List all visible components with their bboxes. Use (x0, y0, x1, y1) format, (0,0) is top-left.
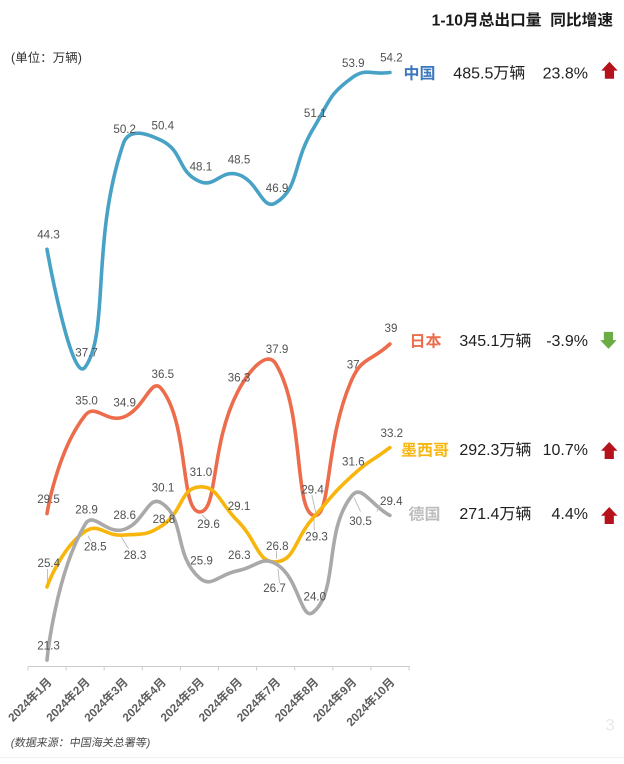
svg-text:-3.9%: -3.9% (546, 333, 588, 350)
svg-text:2024: 2024 (6, 697, 34, 725)
svg-text:23.8%: 23.8% (543, 65, 588, 82)
svg-text:54.2: 54.2 (380, 52, 403, 65)
svg-text:29.3: 29.3 (305, 530, 328, 543)
svg-text:29.5: 29.5 (37, 493, 60, 506)
svg-text:28.3: 28.3 (124, 549, 147, 562)
svg-text:485.5: 485.5 (453, 65, 493, 82)
svg-text:2024: 2024 (311, 697, 339, 725)
svg-text:): ) (145, 737, 151, 749)
svg-text:2024: 2024 (158, 697, 186, 725)
svg-text:271.4: 271.4 (459, 506, 499, 523)
svg-text:(: ( (10, 737, 16, 749)
svg-text:36.5: 36.5 (152, 368, 175, 381)
svg-text:28.6: 28.6 (113, 509, 136, 522)
svg-text:51.1: 51.1 (304, 107, 327, 120)
svg-text:(: ( (11, 51, 16, 65)
svg-text:2024: 2024 (44, 697, 72, 725)
svg-text:46.9: 46.9 (266, 182, 289, 195)
svg-text:2024: 2024 (235, 697, 263, 725)
svg-text:29.4: 29.4 (380, 495, 403, 508)
svg-text:50.2: 50.2 (113, 123, 136, 136)
svg-text:24.0: 24.0 (304, 591, 327, 604)
svg-text:53.9: 53.9 (342, 57, 365, 70)
svg-text:2024: 2024 (196, 697, 224, 725)
svg-text:2024: 2024 (344, 701, 372, 729)
svg-text:50.4: 50.4 (152, 120, 175, 133)
svg-text:31.6: 31.6 (342, 455, 365, 468)
svg-text:2024: 2024 (120, 697, 148, 725)
svg-text:33.2: 33.2 (381, 427, 404, 440)
svg-text:35.0: 35.0 (75, 395, 98, 408)
svg-text:31.0: 31.0 (190, 466, 213, 479)
svg-text:28.9: 28.9 (75, 504, 98, 517)
svg-text:30.5: 30.5 (349, 515, 372, 528)
svg-text:26.3: 26.3 (228, 549, 251, 562)
svg-text:21.3: 21.3 (37, 639, 60, 652)
svg-text:37.9: 37.9 (266, 343, 289, 356)
svg-text:): ) (78, 51, 82, 65)
svg-text:48.5: 48.5 (228, 154, 251, 167)
svg-text:2024: 2024 (273, 697, 301, 725)
svg-text:29.1: 29.1 (228, 500, 251, 513)
svg-text:44.3: 44.3 (37, 229, 60, 242)
svg-text:2024: 2024 (82, 697, 110, 725)
svg-text:25.4: 25.4 (38, 557, 61, 570)
svg-text:37.7: 37.7 (75, 346, 98, 359)
svg-text:34.9: 34.9 (113, 396, 136, 409)
svg-text:39: 39 (385, 322, 398, 335)
svg-text:345.1: 345.1 (459, 333, 499, 350)
svg-text:30.1: 30.1 (152, 481, 175, 494)
svg-text:29.4: 29.4 (301, 484, 324, 497)
svg-text:26.7: 26.7 (263, 582, 286, 595)
svg-text:29.6: 29.6 (197, 518, 220, 531)
svg-text:3: 3 (606, 717, 615, 735)
svg-text:4.4%: 4.4% (552, 506, 588, 523)
svg-text:28.8: 28.8 (153, 513, 176, 526)
svg-text:25.9: 25.9 (190, 555, 213, 568)
svg-text:10.7%: 10.7% (543, 442, 588, 459)
svg-text:28.5: 28.5 (84, 541, 107, 554)
svg-text:1-10: 1-10 (432, 12, 464, 29)
svg-text:48.1: 48.1 (190, 161, 213, 174)
svg-text:37: 37 (347, 359, 360, 372)
svg-text:292.3: 292.3 (459, 442, 499, 459)
svg-text:26.8: 26.8 (266, 540, 289, 553)
svg-text:36.3: 36.3 (228, 371, 251, 384)
